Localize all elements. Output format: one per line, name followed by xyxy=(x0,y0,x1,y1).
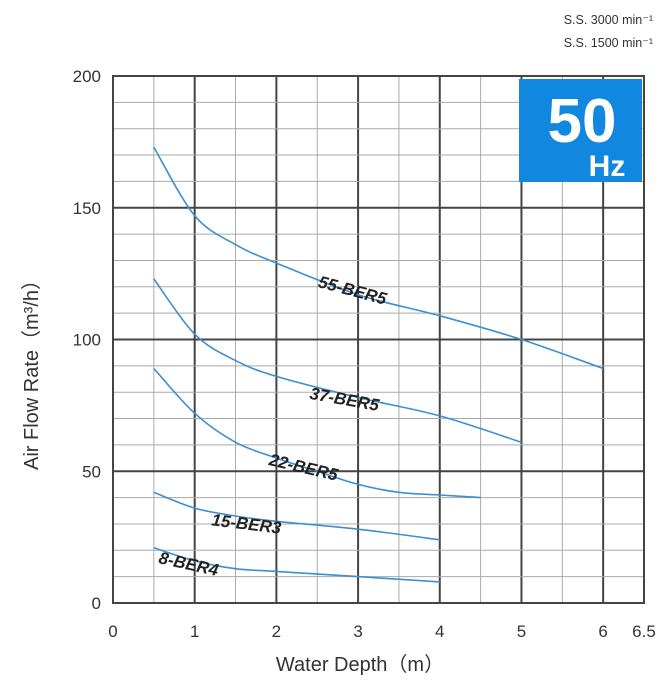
y-tick-label: 150 xyxy=(73,199,101,218)
curve-22-ber5 xyxy=(153,367,481,499)
curve-15-ber3 xyxy=(153,491,440,541)
y-axis-title: Air Flow Rate（m³/h） xyxy=(20,270,43,470)
curves xyxy=(153,146,604,583)
x-tick-label: 3 xyxy=(353,622,362,641)
y-tick-label: 100 xyxy=(73,331,101,350)
x-tick-label: 5 xyxy=(517,622,526,641)
y-tick-label: 200 xyxy=(73,67,101,86)
curve-37-ber5 xyxy=(153,278,522,444)
x-tick-label: 6 xyxy=(598,622,607,641)
curve-label-22-ber5: 22-BER5 xyxy=(266,450,340,485)
curve-label-15-ber3: 15-BER3 xyxy=(211,510,283,537)
y-tick-label: 0 xyxy=(92,594,101,613)
curve-label-8-ber4: 8-BER4 xyxy=(157,548,221,580)
x-tick-label: 2 xyxy=(272,622,281,641)
x-tick-label: 1 xyxy=(190,622,199,641)
curve-label-55-ber5: 55-BER5 xyxy=(316,272,389,308)
curve-labels: 55-BER5 37-BER5 22-BER5 15-BER3 8-BER4 xyxy=(157,272,389,580)
plot-frame xyxy=(112,75,645,604)
curve-55-ber5 xyxy=(153,146,604,370)
axis-ticks: 0 1 2 3 4 5 6 6.5 0 50 100 150 200 xyxy=(73,67,656,641)
frequency-badge: 50 Hz xyxy=(519,79,642,183)
curve-8-ber4 xyxy=(153,546,440,583)
x-tick-label: 6.5 xyxy=(632,622,656,641)
badge-unit: Hz xyxy=(589,150,626,183)
x-axis-title: Water Depth（m） xyxy=(276,653,444,676)
badge-background xyxy=(519,79,642,182)
speed-note-1500: S.S. 1500 min⁻¹ xyxy=(564,36,653,50)
badge-frequency: 50 xyxy=(548,87,617,156)
x-tick-label: 4 xyxy=(435,622,444,641)
speed-note-3000: S.S. 3000 min⁻¹ xyxy=(564,13,653,27)
curve-label-37-ber5: 37-BER5 xyxy=(308,384,381,415)
x-tick-label: 0 xyxy=(108,622,117,641)
y-tick-label: 50 xyxy=(82,462,101,481)
